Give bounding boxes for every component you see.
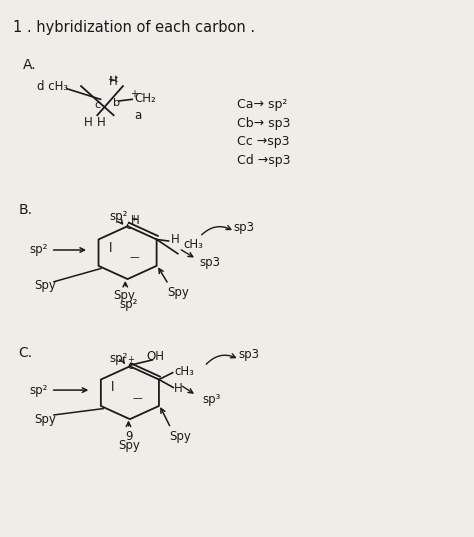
Text: sp²: sp²: [109, 352, 128, 365]
Text: +: +: [128, 355, 135, 365]
Text: a: a: [135, 108, 142, 122]
Text: H: H: [109, 75, 118, 89]
Text: sp²: sp²: [30, 243, 48, 257]
Text: c: c: [125, 221, 131, 231]
Text: B.: B.: [18, 204, 32, 217]
Text: l: l: [109, 242, 112, 255]
Text: sp³: sp³: [202, 393, 220, 405]
Text: H: H: [171, 233, 179, 246]
Text: H: H: [97, 115, 106, 128]
Text: Spy: Spy: [35, 412, 56, 426]
Text: c: c: [128, 361, 134, 371]
Text: sp3: sp3: [238, 348, 259, 361]
Text: cH₃: cH₃: [174, 365, 194, 378]
Text: +t: +t: [107, 75, 118, 84]
Text: H: H: [174, 382, 183, 395]
Text: H: H: [84, 115, 93, 128]
Text: cH₃: cH₃: [183, 238, 203, 251]
Text: +: +: [130, 214, 137, 223]
Text: +: +: [130, 89, 138, 99]
Text: A.: A.: [23, 58, 36, 72]
Text: l: l: [111, 381, 115, 394]
Text: H: H: [131, 214, 140, 228]
Text: c: c: [94, 99, 100, 110]
Text: OH: OH: [146, 350, 164, 364]
Text: sp²: sp²: [30, 383, 48, 397]
Text: 1 . hybridization of each carbon .: 1 . hybridization of each carbon .: [13, 20, 255, 35]
Text: sp3: sp3: [200, 256, 221, 268]
Text: d cH₃: d cH₃: [37, 79, 68, 92]
Text: —: —: [132, 393, 142, 403]
Text: 9: 9: [125, 430, 133, 442]
Text: sp²: sp²: [119, 298, 137, 311]
Text: b: b: [113, 98, 119, 108]
Text: Cc →sp3: Cc →sp3: [237, 135, 290, 148]
Text: Ca→ sp²: Ca→ sp²: [237, 98, 287, 111]
Text: Spy: Spy: [167, 286, 189, 299]
Text: —: —: [130, 252, 140, 262]
Text: C.: C.: [18, 346, 32, 360]
Text: CH₂: CH₂: [135, 92, 156, 105]
Text: sp3: sp3: [234, 221, 255, 234]
Text: Spy: Spy: [170, 430, 191, 442]
Text: Cd →sp3: Cd →sp3: [237, 154, 291, 166]
Text: Spy: Spy: [35, 279, 56, 292]
Text: Cb→ sp3: Cb→ sp3: [237, 117, 291, 129]
Text: Spy: Spy: [114, 289, 136, 302]
Text: Spy: Spy: [118, 439, 140, 452]
Text: sp²: sp²: [109, 210, 128, 223]
